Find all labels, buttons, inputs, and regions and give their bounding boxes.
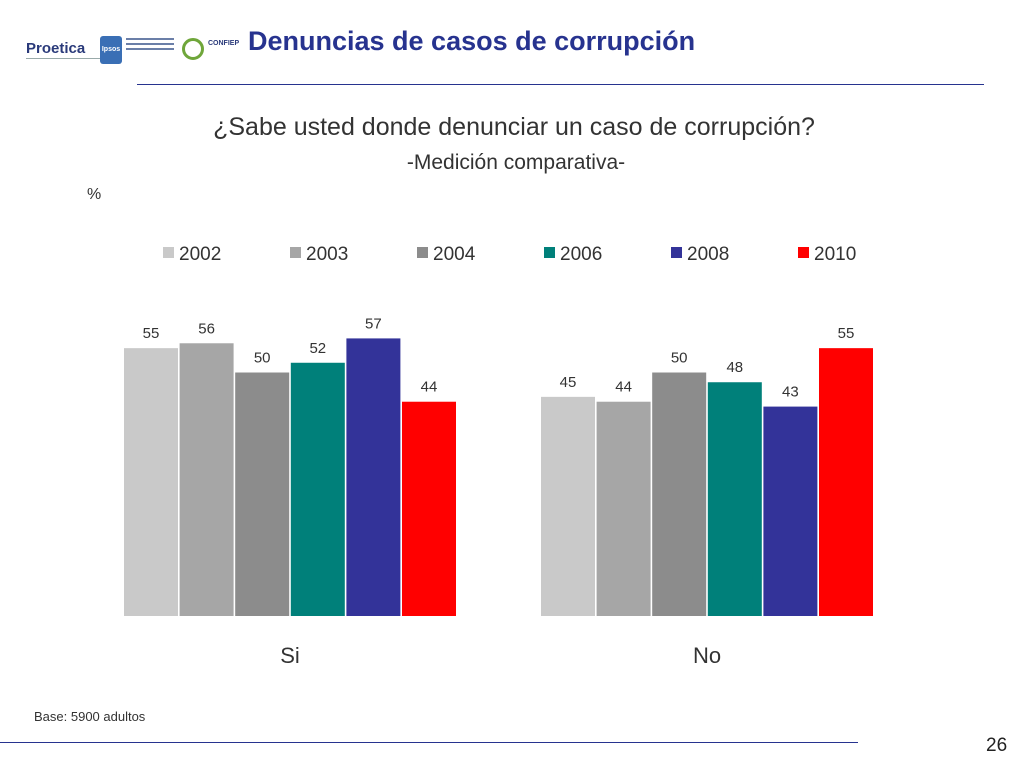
- bar-si-2006: [290, 362, 345, 616]
- category-label-si: Si: [280, 643, 300, 668]
- confiep-logo: [182, 38, 204, 60]
- data-label-no-2010: 55: [838, 325, 855, 342]
- proetica-logo: Proetica: [26, 40, 106, 59]
- data-label-si-2004: 50: [254, 350, 271, 367]
- legend-label-2002: 2002: [179, 244, 221, 265]
- legend-label-2006: 2006: [560, 244, 602, 265]
- logo-strip: Proetica Ipsos CONFIEP: [22, 30, 247, 70]
- ipsos-logo: Ipsos: [100, 36, 122, 64]
- data-label-no-2008: 43: [782, 384, 799, 401]
- bar-no-2008: [763, 406, 818, 616]
- bar-no-2004: [652, 372, 707, 616]
- data-label-si-2008: 57: [365, 315, 382, 332]
- legend-swatch-2008: [671, 247, 682, 258]
- legend-label-2003: 2003: [306, 244, 348, 265]
- slide-title: Denuncias de casos de corrupción: [248, 26, 696, 56]
- legend-swatch-2003: [290, 247, 301, 258]
- bar-si-2002: [124, 348, 178, 616]
- bar-no-2006: [707, 382, 762, 616]
- page-number: 26: [986, 735, 1008, 756]
- category-label-no: No: [693, 643, 721, 668]
- legend-swatch-2006: [544, 247, 555, 258]
- data-label-si-2002: 55: [143, 325, 160, 342]
- legend-label-2004: 2004: [433, 244, 476, 265]
- unit-label: %: [87, 186, 102, 203]
- chart-subtitle: -Medición comparativa-: [406, 151, 626, 174]
- legend-swatch-2004: [417, 247, 428, 258]
- data-label-no-2002: 45: [560, 374, 577, 391]
- proetica-logo-rule: [26, 58, 106, 65]
- ipsos-apoyo-logo-text: [126, 38, 174, 50]
- legend-swatch-2002: [163, 247, 174, 258]
- proetica-logo-text: Proetica: [26, 40, 86, 57]
- data-label-no-2004: 50: [671, 350, 688, 367]
- data-label-si-2006: 52: [309, 340, 326, 357]
- confiep-logo-text: CONFIEP: [208, 40, 240, 47]
- bar-si-2004: [235, 372, 290, 616]
- ipsos-logo-text: Ipsos: [101, 46, 121, 53]
- legend-label-2010: 2010: [814, 244, 856, 265]
- data-label-si-2003: 56: [198, 320, 215, 337]
- data-label-no-2003: 44: [615, 379, 632, 396]
- footer-divider: [0, 742, 858, 743]
- data-label-si-2010: 44: [421, 379, 438, 396]
- bar-no-2002: [541, 396, 595, 616]
- header-divider: [137, 84, 984, 85]
- data-label-no-2006: 48: [726, 359, 743, 376]
- legend-swatch-2010: [798, 247, 809, 258]
- legend-label-2008: 2008: [687, 244, 729, 265]
- bar-si-2003: [179, 343, 234, 616]
- bar-si-2008: [346, 338, 401, 616]
- bar-no-2003: [596, 401, 651, 616]
- bar-no-2010: [819, 348, 873, 616]
- chart-title: ¿Sabe usted donde denunciar un caso de c…: [213, 113, 815, 141]
- bar-si-2010: [402, 401, 456, 616]
- base-note: Base: 5900 adultos: [34, 709, 146, 724]
